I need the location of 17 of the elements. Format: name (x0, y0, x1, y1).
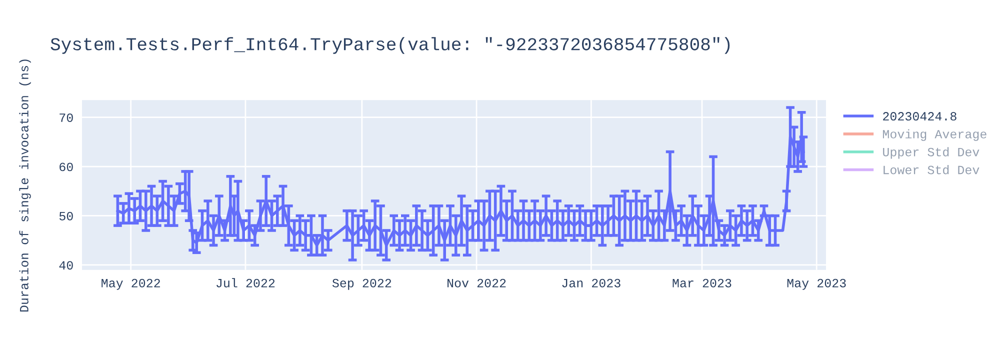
x-tick-label: Jul 2022 (216, 278, 275, 288)
legend-label: Moving Average (882, 129, 986, 141)
x-tick-label: Sep 2022 (332, 278, 392, 290)
y-tick-label: 60 (60, 162, 73, 172)
legend-label: Upper Std Dev (883, 147, 980, 159)
x-tick-label: Mar 2023 (672, 278, 732, 288)
x-tick-label: May 2023 (787, 278, 846, 290)
y-tick-label: 70 (60, 113, 73, 122)
legend-label: Lower Std Dev (884, 165, 980, 174)
y-tick-label: 50 (59, 212, 73, 220)
x-tick-label: Jan 2023 (562, 278, 620, 288)
chart-title: System.Tests.Perf_Int64.TryParse(value: "-9223372036854775808") (50, 37, 730, 54)
x-tick-label: Nov 2022 (448, 278, 506, 288)
x-tick-label: May 2022 (102, 278, 160, 290)
legend-label: 20230424.8 (883, 112, 956, 121)
y-tick-label: 40 (59, 261, 73, 270)
y-axis-title: Duration of single invocation (ns) (19, 60, 31, 312)
